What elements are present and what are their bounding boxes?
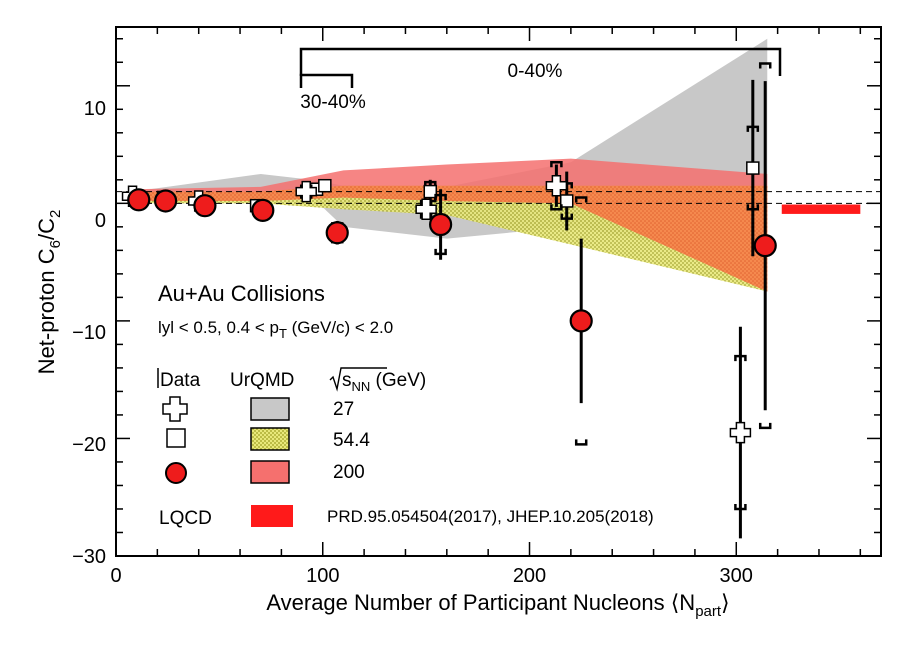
marker-circle [753, 234, 777, 258]
sys-error-bracket [434, 193, 447, 256]
cuts-sub: T [279, 326, 287, 341]
sys-error-bracket [550, 160, 563, 211]
data-points [121, 62, 777, 539]
cuts-post: (GeV/c) < 2.0 [287, 318, 393, 337]
point-200 [429, 189, 453, 260]
marker-circle [154, 189, 178, 213]
x-axis-title-sub: part [695, 603, 722, 620]
sqrt-icon [329, 367, 387, 392]
point-54.4 [318, 178, 332, 193]
point-27 [415, 198, 437, 220]
y-axis-title-sub1: 6 [47, 240, 64, 248]
y-axis-title: Net-proton C6/C2 [34, 210, 64, 375]
sys-error-bracket [734, 354, 747, 511]
urqmd-bands [132, 38, 768, 292]
legend: Data UrQMD sNN (GeV) 27 54.4 200 LQCD PR… [157, 367, 654, 529]
x-axis-title: Average Number of Participant Nucleons ⟨… [266, 590, 729, 620]
legend-header-urqmd: UrQMD [230, 370, 294, 391]
cuts-pre: lyl < 0.5, 0.4 < p [158, 318, 279, 337]
energy-s: s [342, 370, 352, 391]
lqcd-bar [781, 204, 861, 214]
point-200 [251, 198, 275, 222]
marker-circle [325, 221, 349, 245]
y-tick-labels: −30 −20 −10 0 10 [72, 98, 106, 568]
label-30-40: 30-40% [300, 92, 366, 113]
bracket-0-40 [299, 47, 782, 76]
point-54.4 [746, 79, 760, 257]
marker-square [746, 161, 760, 175]
legend-band-200 [250, 460, 290, 484]
y-axis-title-main: Net-proton C [34, 248, 59, 374]
bracket-30-40 [299, 73, 354, 88]
sys-error-bracket [574, 196, 588, 446]
y-tick-label-0: 0 [95, 210, 106, 232]
point-200 [569, 196, 593, 446]
x-tick-label-300: 300 [720, 565, 753, 587]
x-tick-label-200: 200 [513, 565, 546, 587]
marker-circle [193, 194, 217, 218]
legend-lqcd-reference: PRD.95.054504(2017), JHEP.10.205(2018) [327, 507, 654, 526]
marker-square [318, 178, 332, 193]
y-axis-title-mid: /C [34, 218, 59, 240]
x-tick-label-0: 0 [110, 565, 121, 587]
x-tick-label-100: 100 [306, 565, 339, 587]
legend-header-data: Data [160, 370, 201, 391]
marker-circle [127, 188, 151, 212]
marker-circle [569, 309, 593, 333]
point-200 [325, 220, 349, 245]
sys-error-bracket [746, 125, 760, 211]
y-tick-label-minus10: −10 [72, 322, 106, 344]
marker-circle [251, 198, 275, 222]
centrality-brackets [299, 47, 782, 88]
marker-square [559, 194, 574, 208]
energy-unit: (GeV) [370, 370, 426, 391]
sys-error-bracket [758, 62, 772, 430]
x-axis-title-main: Average Number of Participant Nucleons ⟨… [266, 590, 695, 615]
marker-cross [415, 198, 437, 220]
legend-header-energy: sNN (GeV) [342, 370, 426, 394]
marker-cross [545, 174, 568, 197]
legend-energy-27: 27 [333, 399, 354, 420]
plot-frame [115, 26, 882, 557]
y-tick-label-10: 10 [84, 98, 106, 120]
point-27 [545, 160, 568, 211]
legend-cross-marker [162, 396, 188, 422]
urqmd-band-overlap [132, 185, 768, 292]
legend-lqcd-label: LQCD [159, 508, 212, 529]
point-200 [193, 194, 217, 218]
x-tick-labels: 0 100 200 300 [110, 565, 752, 587]
point-27 [295, 180, 317, 203]
x-axis-title-end: ⟩ [721, 590, 730, 615]
y-tick-label-minus30: −30 [72, 546, 106, 568]
legend-energy-54: 54.4 [333, 430, 370, 451]
y-tick-label-minus20: −20 [72, 434, 106, 456]
point-200 [127, 188, 151, 212]
legend-band-54 [250, 427, 290, 451]
marker-cross [295, 180, 317, 203]
marker-circle [429, 212, 453, 237]
point-27 [729, 326, 752, 539]
legend-circle-marker [165, 462, 187, 484]
energy-nn: NN [352, 379, 371, 394]
legend-band-27 [250, 397, 290, 421]
legend-lqcd-swatch [251, 505, 293, 527]
collision-system-label: Au+Au Collisions [158, 281, 325, 306]
point-200 [753, 62, 777, 430]
marker-cross [729, 421, 752, 444]
lqcd-layer [781, 204, 861, 214]
kinematic-cuts-label: lyl < 0.5, 0.4 < pT (GeV/c) < 2.0 [158, 318, 393, 341]
reference-lines [116, 191, 881, 204]
axis-ticks [115, 27, 881, 557]
marker-square [423, 184, 438, 199]
legend-energy-200: 200 [333, 462, 365, 483]
point-200 [154, 189, 178, 213]
legend-square-marker [166, 428, 186, 448]
y-axis-title-sub2: 2 [47, 210, 64, 218]
label-0-40: 0-40% [508, 61, 563, 82]
